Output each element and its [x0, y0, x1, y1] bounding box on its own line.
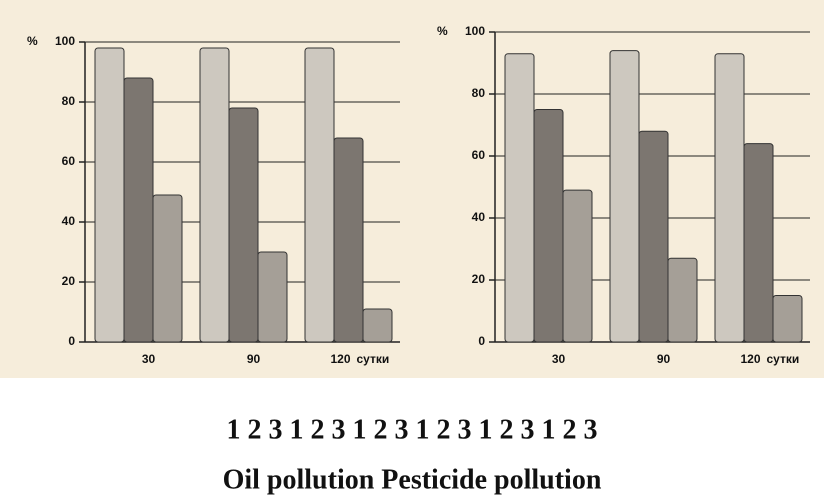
bar — [362, 308, 393, 343]
bar — [504, 53, 535, 343]
x-tick-label: 30 — [552, 352, 566, 366]
y-tick-label: 20 — [62, 274, 76, 288]
caption-numbers: 1 2 3 1 2 3 1 2 3 1 2 3 1 2 3 1 2 3 — [227, 414, 598, 445]
bar — [533, 109, 564, 343]
caption-labels: Oil pollution Pesticide pollution — [223, 464, 602, 495]
bar — [609, 50, 640, 343]
bar — [772, 295, 803, 343]
y-tick-label: 100 — [465, 24, 485, 38]
y-tick-label: 0 — [68, 334, 75, 348]
y-axis-label: % — [437, 24, 448, 38]
bar — [152, 194, 183, 343]
x-tick-label: 120 — [740, 352, 760, 366]
x-tick-label: 90 — [247, 352, 261, 366]
bar — [123, 77, 154, 343]
bar — [638, 130, 669, 343]
bar — [667, 257, 698, 343]
bar — [199, 47, 230, 343]
bar — [228, 107, 259, 343]
bar — [94, 47, 125, 343]
bar — [562, 189, 593, 343]
x-tick-label: 90 — [657, 352, 671, 366]
bar — [714, 53, 745, 343]
y-axis-label: % — [27, 34, 38, 48]
y-tick-label: 20 — [472, 272, 486, 286]
y-tick-label: 80 — [472, 86, 486, 100]
y-tick-label: 40 — [472, 210, 486, 224]
y-tick-label: 40 — [62, 214, 76, 228]
y-tick-label: 60 — [472, 148, 486, 162]
bar — [257, 251, 288, 343]
x-axis-label: сутки — [767, 352, 800, 366]
bar — [304, 47, 335, 343]
x-tick-label: 120 — [330, 352, 350, 366]
bar — [333, 137, 364, 343]
x-axis-label: сутки — [357, 352, 390, 366]
x-tick-label: 30 — [142, 352, 156, 366]
y-tick-label: 100 — [55, 34, 75, 48]
y-tick-label: 60 — [62, 154, 76, 168]
bar — [743, 143, 774, 343]
y-tick-label: 0 — [478, 334, 485, 348]
y-tick-label: 80 — [62, 94, 76, 108]
